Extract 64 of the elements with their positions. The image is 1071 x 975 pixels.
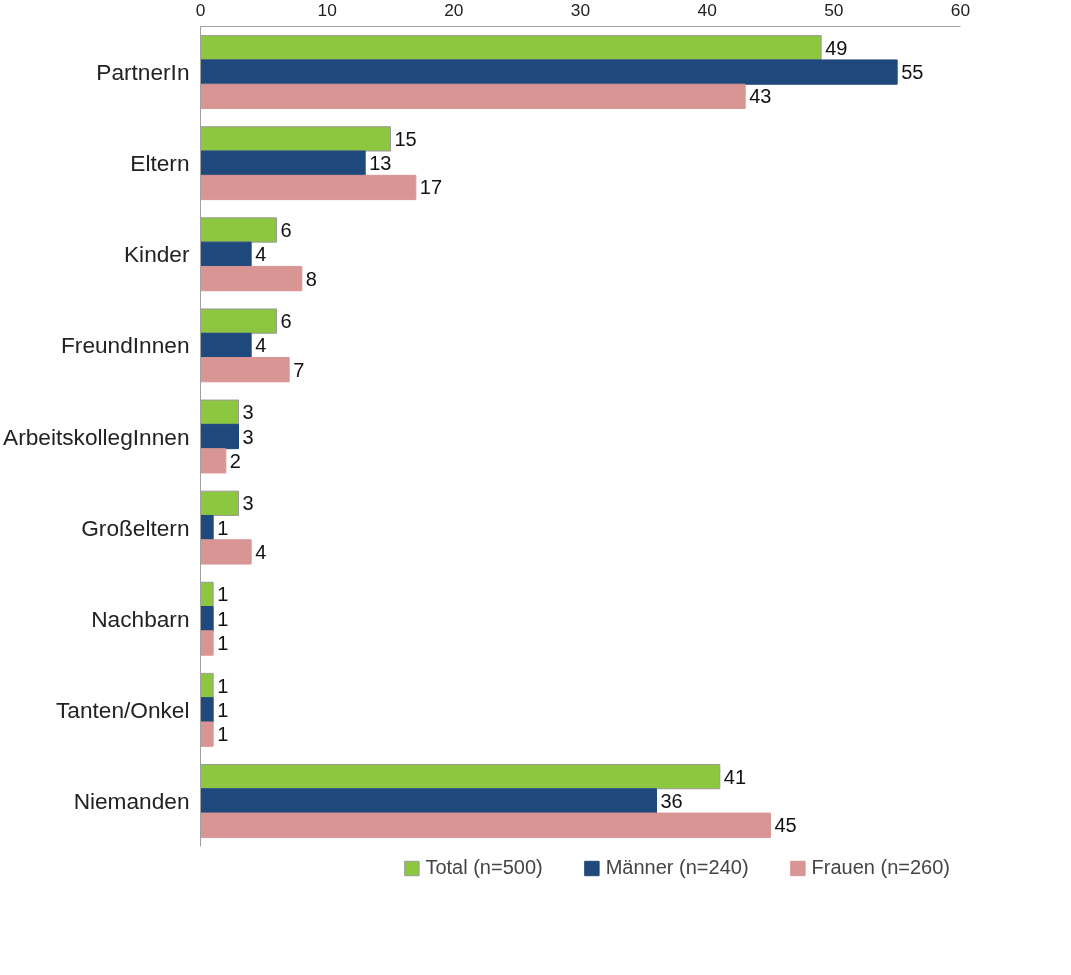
y-tick-label: Niemanden [73, 787, 190, 814]
data-label: 1 [217, 674, 229, 697]
y-tick-label: Tanten/Onkel [56, 696, 190, 723]
data-label: 6 [280, 218, 292, 241]
y-tick-label: PartnerIn [96, 59, 190, 86]
y-tick-label: Nachbarn [91, 605, 190, 632]
y-tick-label: Kinder [124, 241, 190, 268]
legend-label: Frauen (n=260) [811, 856, 950, 879]
x-tick-label: 60 [950, 0, 971, 20]
data-label: 1 [217, 583, 229, 606]
bar [200, 423, 239, 450]
legend-label: Total (n=500) [425, 856, 543, 879]
data-label: 17 [419, 176, 443, 199]
data-label: 4 [255, 334, 267, 357]
bar [200, 812, 771, 838]
data-label: 55 [901, 61, 924, 84]
bar [200, 788, 657, 814]
data-label: 6 [280, 310, 292, 333]
data-label: 7 [293, 358, 305, 381]
bar [200, 241, 252, 267]
y-tick-label: FreundInnen [61, 332, 190, 359]
x-tick-label: 20 [444, 0, 464, 20]
x-tick-label: 40 [697, 0, 717, 20]
x-tick-label: 0 [195, 0, 206, 20]
bar [200, 332, 252, 359]
data-label: 3 [242, 401, 254, 424]
y-tick-label: ArbeitskollegInnen [3, 423, 190, 450]
bar [200, 514, 214, 541]
data-label: 49 [825, 36, 848, 59]
x-tick-label: 50 [824, 0, 844, 20]
bar [200, 630, 214, 656]
data-label: 4 [255, 540, 267, 563]
bar [200, 150, 366, 176]
data-label: 41 [723, 765, 747, 788]
bar [200, 83, 746, 109]
data-label: 3 [242, 425, 254, 448]
data-label: 1 [217, 607, 229, 630]
data-label: 1 [217, 698, 229, 721]
bar [200, 721, 214, 747]
bar [200, 539, 252, 565]
x-tick-label: 10 [317, 0, 337, 20]
x-tick-label: 30 [570, 0, 591, 20]
bar [200, 606, 214, 632]
bar [200, 697, 214, 723]
data-label: 8 [305, 267, 317, 290]
bar [200, 265, 303, 292]
bar [200, 357, 290, 383]
data-label: 45 [774, 814, 797, 837]
bar [200, 448, 227, 474]
data-label: 13 [369, 152, 392, 175]
legend-label: Männer (n=240) [605, 856, 749, 879]
bar [200, 59, 898, 85]
data-label: 43 [749, 85, 772, 108]
bar [200, 174, 417, 201]
y-tick-label: Eltern [130, 150, 190, 177]
data-label: 1 [217, 723, 229, 746]
data-label: 2 [229, 449, 241, 472]
y-tick-label: Großeltern [81, 514, 190, 541]
data-label: 15 [394, 127, 417, 150]
data-label: 3 [242, 492, 254, 515]
data-label: 36 [660, 789, 683, 812]
data-label: 1 [217, 632, 229, 655]
data-label: 4 [255, 243, 267, 266]
data-label: 1 [217, 516, 229, 539]
